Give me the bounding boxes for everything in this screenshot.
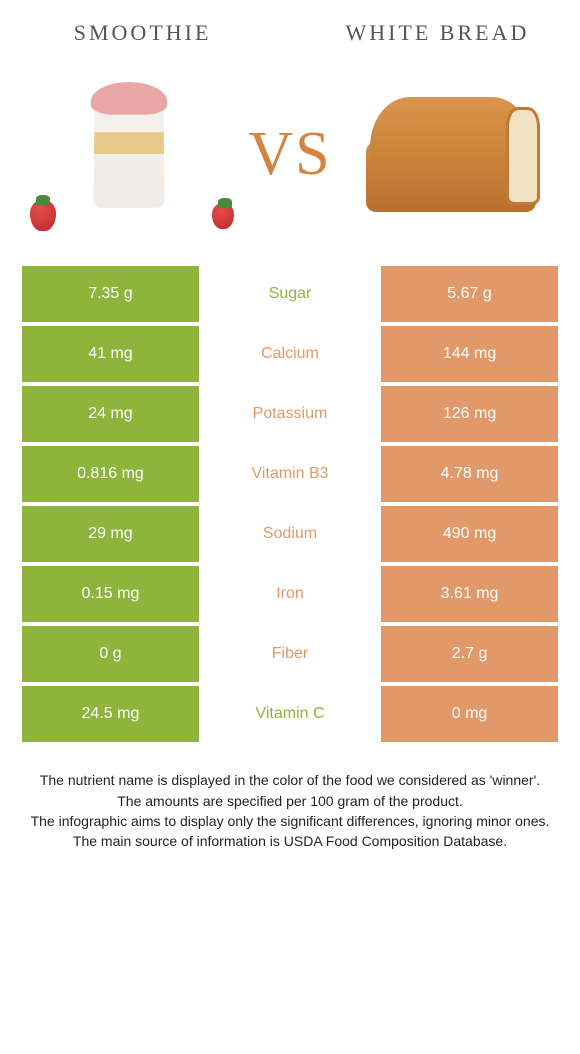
nutrient-row: 0 gFiber2.7 g	[22, 626, 558, 682]
nutrient-row: 24 mgPotassium126 mg	[22, 386, 558, 442]
right-value: 144 mg	[381, 326, 558, 382]
right-value: 0 mg	[381, 686, 558, 742]
left-value: 0.15 mg	[22, 566, 199, 622]
nutrient-label: Iron	[199, 566, 381, 622]
left-value: 24.5 mg	[22, 686, 199, 742]
images-row: VS	[22, 64, 558, 244]
right-value: 4.78 mg	[381, 446, 558, 502]
footnote-line: The amounts are specified per 100 gram o…	[30, 791, 550, 811]
footnote-line: The nutrient name is displayed in the co…	[30, 770, 550, 790]
nutrient-row: 24.5 mgVitamin C0 mg	[22, 686, 558, 742]
left-value: 0.816 mg	[22, 446, 199, 502]
nutrient-row: 0.816 mgVitamin B34.78 mg	[22, 446, 558, 502]
nutrient-label: Calcium	[199, 326, 381, 382]
footnote-line: The main source of information is USDA F…	[30, 831, 550, 851]
vs-label: VS	[248, 119, 331, 190]
left-value: 41 mg	[22, 326, 199, 382]
left-value: 24 mg	[22, 386, 199, 442]
left-value: 7.35 g	[22, 266, 199, 322]
nutrient-table: 7.35 gSugar5.67 g41 mgCalcium144 mg24 mg…	[22, 266, 558, 742]
right-value: 490 mg	[381, 506, 558, 562]
nutrient-label: Fiber	[199, 626, 381, 682]
right-value: 2.7 g	[381, 626, 558, 682]
bread-image	[344, 69, 558, 239]
nutrient-label: Vitamin B3	[199, 446, 381, 502]
footnote-line: The infographic aims to display only the…	[30, 811, 550, 831]
nutrient-label: Potassium	[199, 386, 381, 442]
right-value: 5.67 g	[381, 266, 558, 322]
nutrient-row: 0.15 mgIron3.61 mg	[22, 566, 558, 622]
nutrient-row: 29 mgSodium490 mg	[22, 506, 558, 562]
right-value: 126 mg	[381, 386, 558, 442]
left-value: 29 mg	[22, 506, 199, 562]
left-value: 0 g	[22, 626, 199, 682]
footnotes: The nutrient name is displayed in the co…	[22, 746, 558, 851]
left-food-title: SMOOTHIE	[22, 20, 263, 46]
nutrient-label: Sodium	[199, 506, 381, 562]
titles-row: SMOOTHIE WHITE BREAD	[22, 20, 558, 46]
right-food-title: WHITE BREAD	[317, 20, 558, 46]
nutrient-row: 7.35 gSugar5.67 g	[22, 266, 558, 322]
right-value: 3.61 mg	[381, 566, 558, 622]
nutrient-row: 41 mgCalcium144 mg	[22, 326, 558, 382]
nutrient-label: Vitamin C	[199, 686, 381, 742]
smoothie-image	[22, 69, 236, 239]
nutrient-label: Sugar	[199, 266, 381, 322]
